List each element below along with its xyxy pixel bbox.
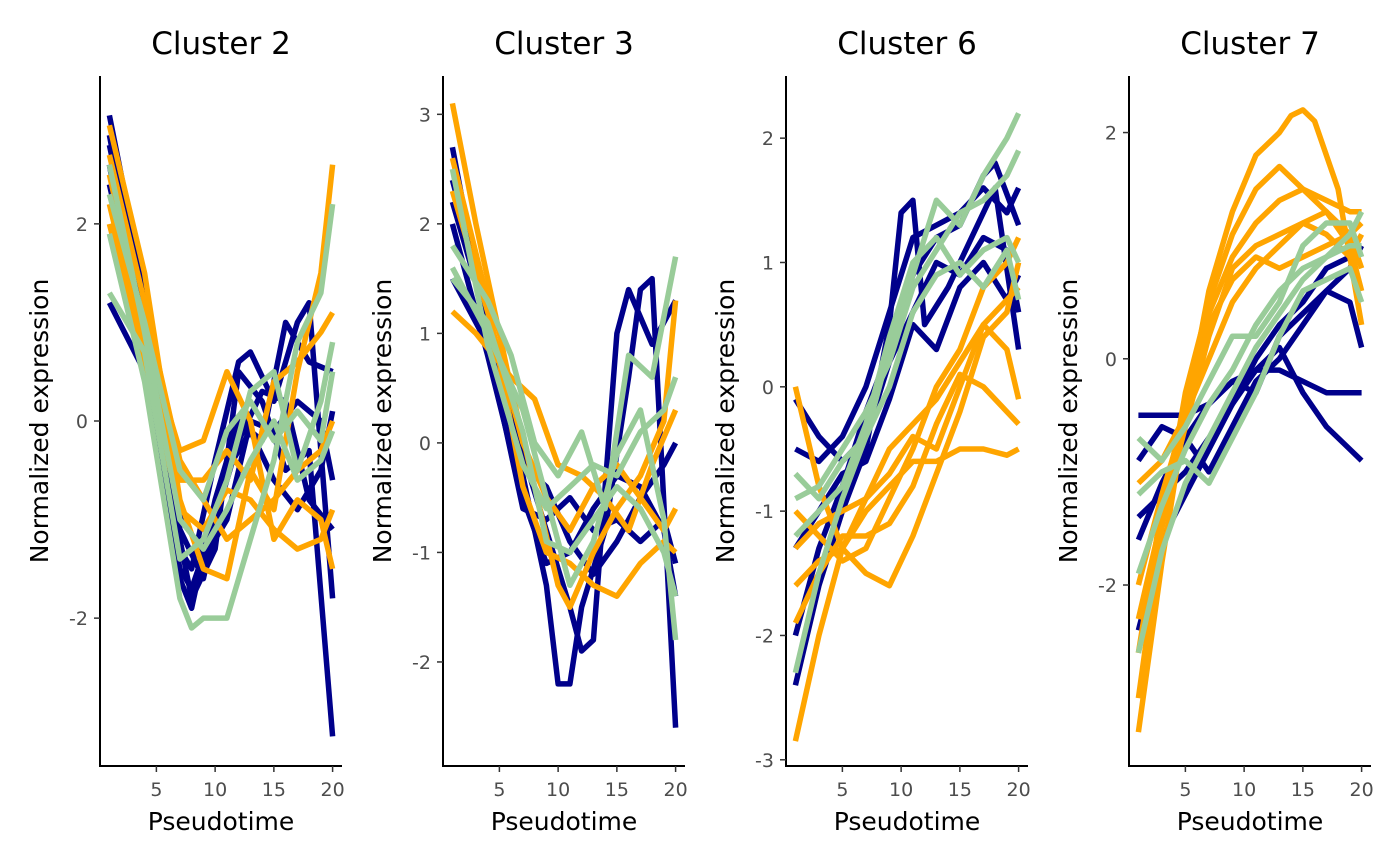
- x-tick-label: 10: [1232, 779, 1256, 801]
- y-axis-label: Normalized expression: [1054, 279, 1083, 564]
- y-tick-label: 1: [762, 252, 774, 274]
- x-axis-label: Pseudotime: [148, 807, 295, 836]
- x-tick-label: 20: [664, 779, 688, 801]
- y-tick-label: -3: [755, 750, 774, 772]
- panel-cluster-1: 5 10 15 20 -2 0 2 Cluster 2 Pseudotime Normalized…: [25, 26, 345, 836]
- y-tick-label: -1: [755, 501, 774, 523]
- x-tick-label: 20: [321, 779, 345, 801]
- y-tick-label: 0: [419, 433, 431, 455]
- series-line: [1135, 242, 1362, 575]
- series-line: [107, 291, 336, 562]
- series-line: [1136, 220, 1365, 464]
- series-group: [449, 102, 679, 728]
- y-tick-label: 3: [419, 104, 431, 126]
- series-line: [106, 154, 336, 543]
- panel-title: Cluster 3: [494, 26, 634, 62]
- series-line: [449, 190, 679, 534]
- series-line: [792, 112, 1022, 674]
- y-axis-label: Normalized expression: [711, 279, 740, 564]
- x-axis-label: Pseudotime: [491, 807, 638, 836]
- panel-cluster-4: 5 10 15 20 -2 0 2 Cluster 7 Pseudotime Normalized…: [1054, 26, 1374, 836]
- series-line: [450, 276, 679, 597]
- y-tick-label: -2: [1098, 575, 1117, 597]
- x-axis-label: Pseudotime: [1177, 807, 1324, 836]
- x-axis-label: Pseudotime: [834, 807, 981, 836]
- x-tick-label: 20: [1007, 779, 1031, 801]
- x-tick-label: 15: [605, 779, 629, 801]
- series-line: [794, 149, 1022, 502]
- y-tick-label: -2: [69, 608, 88, 630]
- series-line: [106, 164, 336, 552]
- y-tick-label: 0: [762, 377, 774, 399]
- x-tick-label: 20: [1350, 779, 1374, 801]
- series-group: [1135, 107, 1365, 733]
- series-line: [793, 247, 1022, 502]
- series-line: [106, 203, 336, 631]
- x-tick-label: 5: [1179, 779, 1191, 801]
- y-tick-label: 0: [1105, 349, 1117, 371]
- x-tick-label: 15: [948, 779, 972, 801]
- series-group: [106, 114, 336, 737]
- x-tick-label: 5: [836, 779, 848, 801]
- y-tick-label: 2: [419, 214, 431, 236]
- series-line: [792, 285, 1021, 742]
- panel-cluster-3: 5 10 15 20 -3 -2 -1 0 1 2 Cluster 6 Pseudotime Norma…: [711, 26, 1031, 836]
- y-axis-label: Normalized expression: [368, 279, 397, 564]
- x-tick-label: 10: [203, 779, 227, 801]
- x-tick-label: 15: [262, 779, 286, 801]
- panel-title: Cluster 7: [1180, 26, 1320, 62]
- y-tick-label: 1: [419, 323, 431, 345]
- series-line: [793, 234, 1022, 538]
- series-line: [1136, 220, 1365, 486]
- series-line: [449, 168, 679, 512]
- series-line: [450, 244, 679, 512]
- series-line: [1136, 265, 1365, 497]
- series-line: [792, 160, 1022, 637]
- series-group: [792, 112, 1022, 742]
- y-tick-label: 2: [1105, 123, 1117, 145]
- x-tick-label: 5: [493, 779, 505, 801]
- series-line: [792, 185, 1022, 686]
- series-line: [792, 371, 1021, 625]
- y-tick-label: -2: [755, 625, 774, 647]
- x-tick-label: 10: [546, 779, 570, 801]
- y-tick-label: 2: [762, 128, 774, 150]
- series-line: [449, 146, 679, 728]
- y-axis-label: Normalized expression: [25, 279, 54, 564]
- panel-cluster-2: 5 10 15 20 -2 -1 0 1 2 3 Cluster 3 Pseudotime Normal…: [368, 26, 688, 836]
- y-tick-label: 0: [76, 411, 88, 433]
- y-tick-label: -2: [412, 652, 431, 674]
- series-line: [449, 157, 678, 599]
- x-tick-label: 15: [1291, 779, 1315, 801]
- series-line: [1135, 210, 1365, 654]
- y-tick-label: 2: [76, 214, 88, 236]
- panel-title: Cluster 2: [151, 26, 291, 62]
- panel-title: Cluster 6: [837, 26, 977, 62]
- series-line: [794, 185, 1022, 465]
- y-tick-label: -1: [412, 542, 431, 564]
- series-line: [106, 193, 336, 503]
- x-tick-label: 5: [150, 779, 162, 801]
- x-tick-label: 10: [889, 779, 913, 801]
